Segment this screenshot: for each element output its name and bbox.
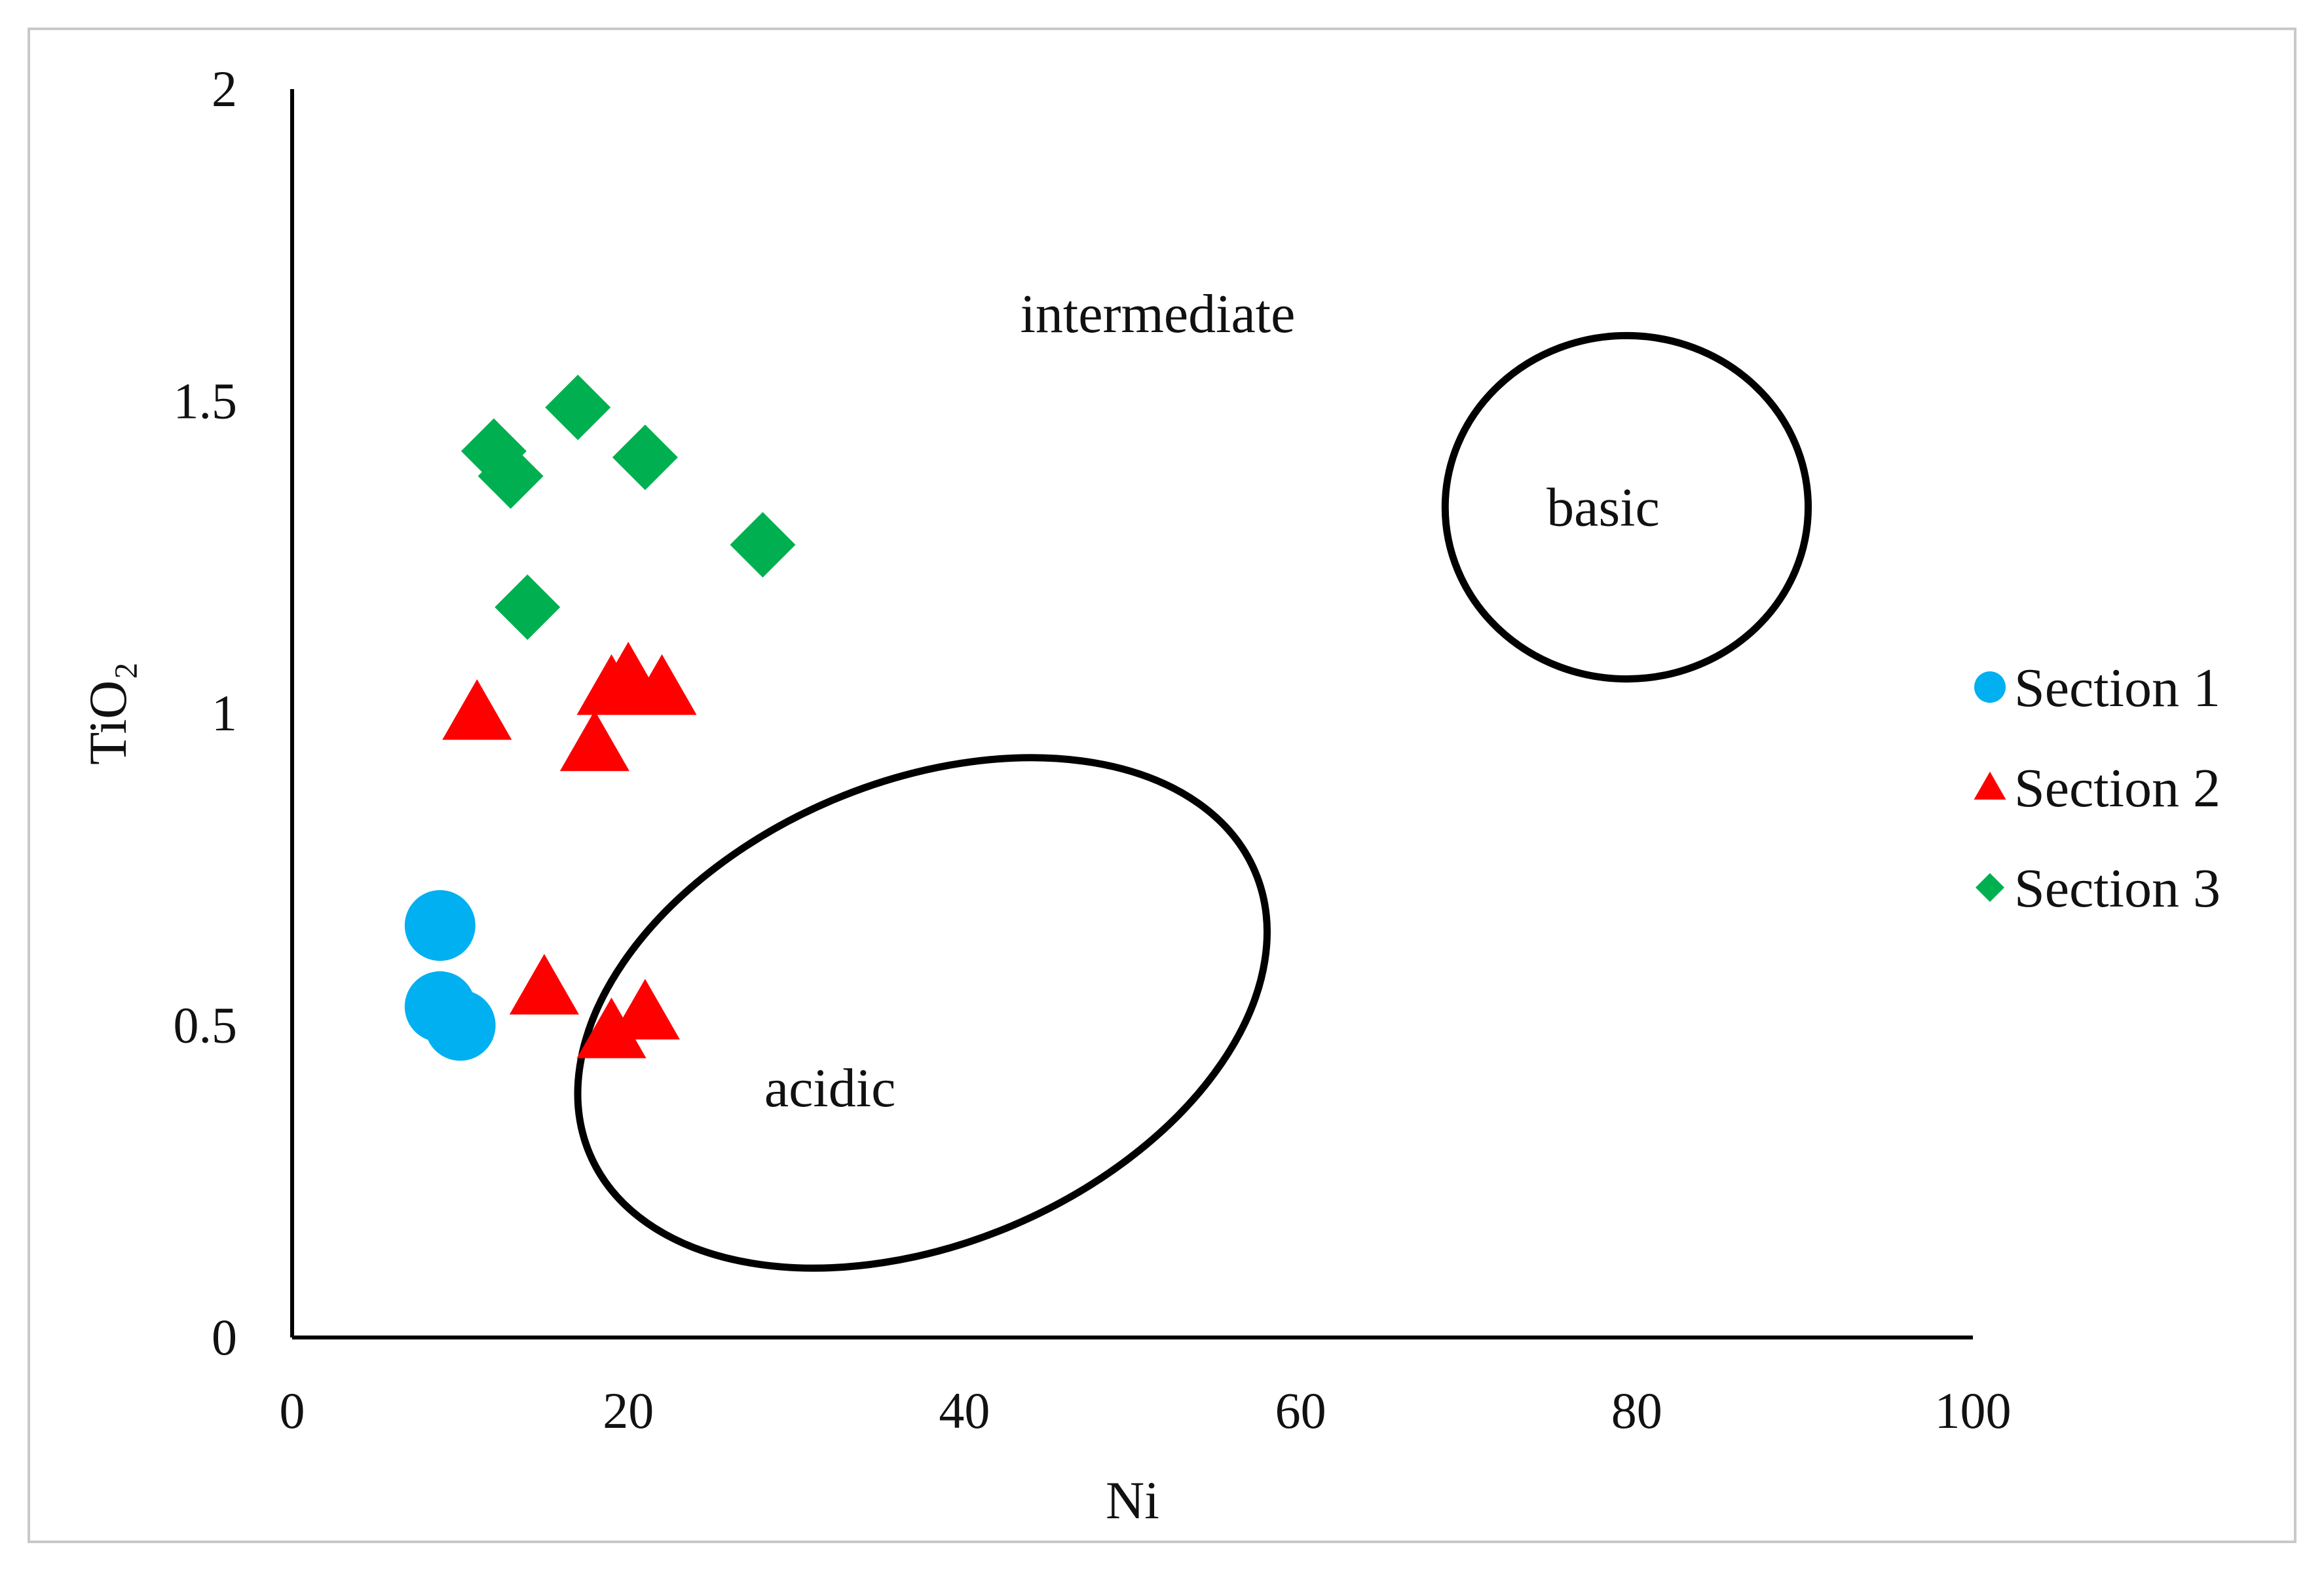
- y-tick-label: 1.5: [174, 373, 238, 430]
- basic-field-boundary: [1441, 331, 1812, 683]
- section-2-point: [509, 954, 579, 1015]
- x-tick-labels: 0 20 40 60 80 100: [280, 1382, 2012, 1439]
- x-tick-label: 60: [1275, 1382, 1326, 1439]
- basic-field-label: basic: [1546, 477, 1660, 538]
- legend-marker-circle: [1974, 671, 2006, 703]
- x-tick-label: 20: [603, 1382, 654, 1439]
- section-2-series: [442, 641, 697, 1058]
- y-axis-title: TiO₂: [78, 662, 138, 765]
- section-1-series: [404, 890, 496, 1061]
- section-3-point: [612, 424, 678, 491]
- section-2-point: [442, 679, 512, 740]
- section-3-point: [478, 443, 544, 509]
- y-tick-label: 0.5: [174, 997, 238, 1054]
- intermediate-field-label: intermediate: [1021, 284, 1296, 345]
- x-tick-label: 100: [1935, 1382, 2012, 1439]
- region-layer: intermediate basic acidic: [574, 284, 1812, 1272]
- x-tick-label: 40: [939, 1382, 990, 1439]
- legend-item-section-3: Section 3: [1976, 858, 2221, 919]
- section-2-point: [559, 710, 629, 772]
- x-axis-title: Ni: [1106, 1470, 1159, 1530]
- section-2-point: [576, 998, 647, 1058]
- legend-label: Section 2: [2014, 758, 2221, 819]
- y-tick-label: 1: [212, 684, 237, 741]
- section-3-point: [495, 574, 561, 640]
- legend-item-section-1: Section 1: [1974, 658, 2221, 719]
- section-2-point: [610, 979, 680, 1039]
- section-1-point: [424, 990, 496, 1061]
- section-2-point: [627, 654, 697, 715]
- x-tick-label: 80: [1611, 1382, 1662, 1439]
- data-points: [404, 375, 796, 1061]
- acidic-field-boundary: [574, 754, 1271, 1272]
- y-tick-labels: 0 0.5 1 1.5 2: [174, 60, 238, 1366]
- y-tick-label: 0: [212, 1309, 237, 1366]
- section-3-series: [460, 375, 796, 640]
- legend-marker-triangle: [1974, 772, 2006, 800]
- legend: Section 1 Section 2 Section 3: [1974, 658, 2221, 919]
- x-tick-label: 0: [280, 1382, 305, 1439]
- legend-marker-diamond: [1976, 873, 2004, 902]
- section-3-point: [545, 375, 611, 441]
- y-tick-label: 2: [212, 60, 237, 117]
- section-3-point: [730, 512, 796, 578]
- legend-item-section-2: Section 2: [1974, 758, 2221, 819]
- section-1-point: [404, 890, 476, 962]
- legend-label: Section 3: [2014, 858, 2221, 919]
- acidic-field-label: acidic: [764, 1058, 896, 1119]
- legend-label: Section 1: [2014, 658, 2221, 719]
